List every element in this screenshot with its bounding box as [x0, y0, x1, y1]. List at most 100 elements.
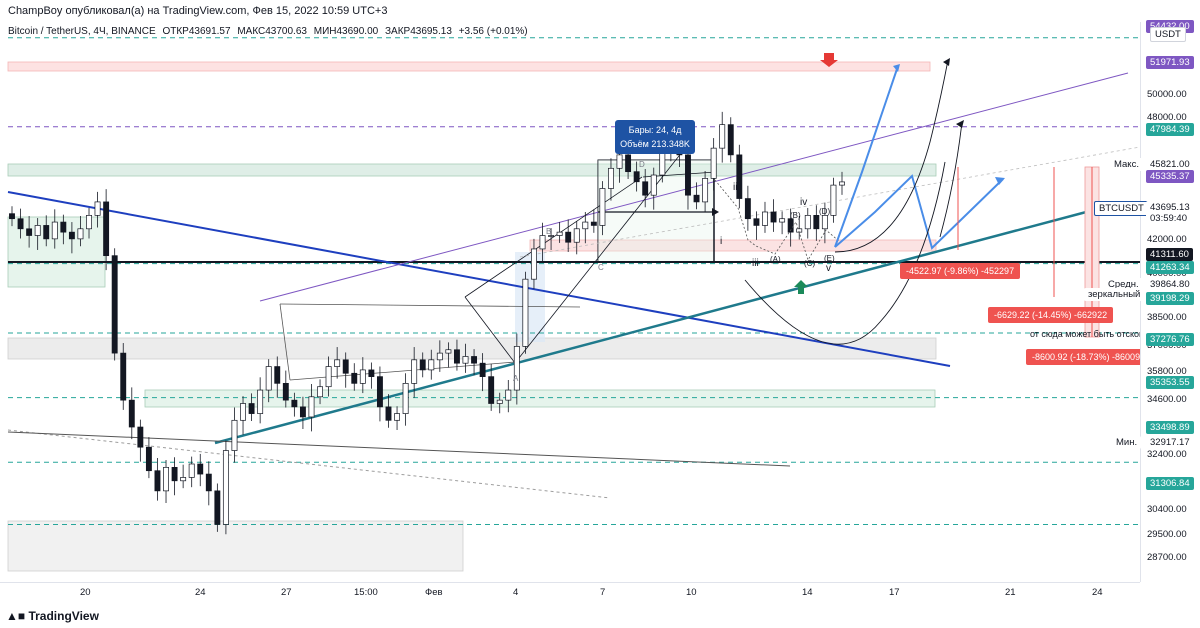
time-axis[interactable]: 20 24 27 15:00 Фев 4 7 10 14 17 21 24: [0, 582, 1140, 603]
wave-label-i: i: [720, 236, 722, 247]
candle: [642, 181, 649, 196]
breakout-arrow: [943, 58, 950, 66]
candle: [9, 213, 15, 220]
max-label: Макс.: [1110, 158, 1143, 171]
tag-37276: 37276.76: [1146, 333, 1194, 346]
candle: [650, 174, 657, 196]
symbol-name[interactable]: Bitcoin / TetherUS, 4Ч, BINANCE: [8, 26, 156, 37]
candle: [436, 352, 443, 361]
candle: [86, 214, 92, 230]
candle: [17, 218, 24, 230]
ohlc-close: ЗАКР43695.13: [384, 26, 452, 37]
tag-41311: 41311.60: [1146, 248, 1193, 261]
candle: [282, 382, 289, 401]
candle: [376, 376, 383, 408]
candle: [248, 403, 255, 414]
candle: [43, 225, 50, 240]
candle: [821, 214, 828, 230]
time-tick: 27: [281, 587, 292, 598]
candle: [736, 154, 743, 199]
candle: [419, 359, 426, 371]
price-tick: 30400.00: [1147, 504, 1187, 515]
candle: [171, 466, 178, 482]
pattern-label-b: B: [546, 227, 551, 236]
projection-path-1: [834, 65, 899, 248]
chart-area[interactable]: ii iv i iii v (A) (B) (C) (D) (E) A B C …: [0, 22, 1141, 599]
candle: [317, 386, 323, 398]
candle: [462, 356, 469, 364]
candle: [394, 413, 401, 421]
bowl-curve: [744, 161, 946, 345]
candle: [590, 221, 597, 226]
candle: [573, 228, 580, 243]
candle: [513, 346, 520, 391]
candle: [685, 154, 691, 196]
candle: [471, 356, 478, 364]
ohlc-high: МАКС43700.63: [237, 26, 307, 37]
candle: [539, 235, 546, 250]
price-tick: 34600.00: [1147, 394, 1187, 405]
candle: [779, 218, 786, 223]
bounce-note: от сюда может быть отскок: [1030, 329, 1143, 339]
level-lines: [8, 37, 1140, 599]
consolidation-zone: [7, 337, 937, 360]
pattern-label-a: A: [513, 374, 519, 383]
candle: [51, 221, 58, 240]
avg-label: Средн.: [1104, 278, 1143, 291]
candle: [154, 470, 161, 492]
price-chart[interactable]: ii iv i iii v (A) (B) (C) (D) (E) A B C …: [0, 22, 1141, 599]
wave-label-v: v: [826, 263, 831, 274]
candle: [744, 198, 751, 220]
candle: [625, 154, 632, 173]
max-value: 45821.00: [1146, 158, 1194, 171]
projection-arrow-2: [995, 177, 1005, 185]
time-tick: 14: [802, 587, 813, 598]
mirror-label: зеркальный: [1084, 288, 1145, 301]
wave-label-c: (C): [804, 259, 815, 268]
breakout-curve: [834, 59, 949, 253]
candle: [240, 403, 246, 421]
candle: [385, 406, 392, 421]
tv-icon: ▲■: [6, 609, 29, 623]
resistance-zone: [7, 61, 931, 72]
candle: [34, 225, 41, 236]
time-tick: 24: [195, 587, 206, 598]
candles: [9, 111, 845, 535]
ohlc-open: ОТКР43691.57: [162, 26, 231, 37]
wave-label-iv: iv: [800, 197, 807, 208]
candle: [111, 255, 118, 354]
volume-zone: [7, 520, 464, 572]
time-tick: 20: [80, 587, 91, 598]
candle: [753, 218, 760, 226]
measure-label-1: -4522.97 (-9.86%) -452297: [900, 263, 1021, 279]
measure-label-2: -6629.22 (-14.45%) -662922: [988, 307, 1114, 323]
price-tick: 29500.00: [1147, 529, 1187, 540]
tag-31306: 31306.84: [1146, 477, 1194, 490]
candle: [26, 228, 33, 236]
candle: [830, 184, 837, 216]
candle: [445, 349, 452, 354]
candle: [770, 211, 777, 223]
triangle-top: [279, 303, 581, 308]
candle: [205, 473, 212, 492]
candle: [453, 349, 460, 364]
candle: [222, 450, 229, 525]
publish-header: ChampBoy опубликовал(а) на TradingView.c…: [0, 0, 1200, 22]
candle: [274, 366, 281, 384]
breakout-curve-2: [939, 121, 963, 238]
candle: [839, 181, 845, 186]
tag-45335: 45335.37: [1146, 170, 1194, 183]
candle: [231, 419, 238, 451]
candle: [128, 399, 135, 428]
candle: [368, 369, 375, 377]
price-tick: 38500.00: [1147, 312, 1187, 323]
currency-button[interactable]: USDT: [1150, 27, 1186, 42]
price-tick: 32400.00: [1147, 449, 1187, 460]
symbol-ohlc: Bitcoin / TetherUS, 4Ч, BINANCE ОТКР4369…: [8, 26, 532, 37]
tradingview-logo[interactable]: ▲■ TradingView: [6, 609, 99, 623]
symbol-tag: BTCUSDT: [1094, 201, 1149, 216]
bars-count: Бары: 24, 4д: [628, 125, 682, 135]
candle: [342, 359, 349, 374]
pattern-label-c: C: [598, 263, 604, 272]
time-tick: 15:00: [354, 587, 378, 598]
